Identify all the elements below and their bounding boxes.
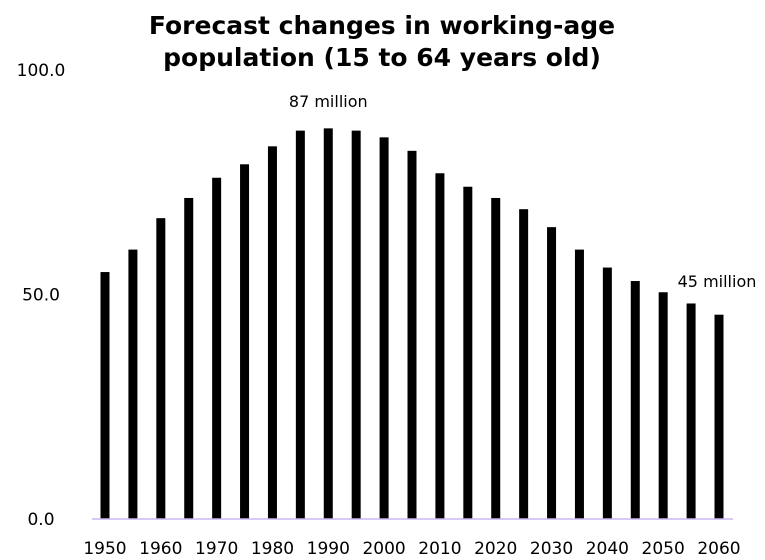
chart-title: Forecast changes in working-age populati… <box>149 11 615 72</box>
bar-2015 <box>463 186 473 520</box>
bar-2055 <box>686 303 696 519</box>
bar-1950 <box>100 272 110 519</box>
bar-series <box>100 128 724 520</box>
bar-2005 <box>407 150 417 519</box>
x-axis-tick-labels: 1950 1960 1970 1980 1990 2000 2010 2020 2030 2040… <box>83 539 740 559</box>
x-tick-label: 2010 <box>418 539 461 559</box>
x-tick-label: 1970 <box>195 539 238 559</box>
x-tick-label: 1950 <box>83 539 126 559</box>
bar-2030 <box>547 227 557 519</box>
y-tick-label: 100.0 <box>17 61 66 81</box>
bar-2035 <box>574 249 584 519</box>
chart-title-line-2: population (15 to 64 years old) <box>163 43 601 72</box>
bar-2050 <box>658 292 668 519</box>
x-tick-label: 1960 <box>139 539 182 559</box>
data-label-2060: 45 million <box>678 272 757 291</box>
data-label-1990: 87 million <box>289 92 368 111</box>
bar-1990 <box>323 128 333 519</box>
x-tick-label: 2040 <box>586 539 629 559</box>
bar-1995 <box>351 130 361 519</box>
bar-2045 <box>630 281 640 519</box>
bar-1965 <box>184 197 194 519</box>
x-tick-label: 2020 <box>474 539 517 559</box>
bar-2010 <box>435 173 445 519</box>
bar-2000 <box>379 137 389 519</box>
chart-title-line-1: Forecast changes in working-age <box>149 11 615 40</box>
bar-1955 <box>128 249 138 519</box>
x-tick-label: 2030 <box>530 539 573 559</box>
x-tick-label: 2050 <box>642 539 685 559</box>
bar-1975 <box>240 164 250 520</box>
bar-2020 <box>491 197 501 519</box>
bar-1970 <box>212 177 222 519</box>
x-tick-label: 1980 <box>251 539 294 559</box>
bar-2060 <box>714 314 724 519</box>
bar-1985 <box>295 130 305 519</box>
bar-2025 <box>519 209 529 519</box>
bar-1980 <box>267 146 277 519</box>
x-tick-label: 2000 <box>362 539 405 559</box>
y-axis-tick-labels: 0.0 50.0 100.0 <box>17 61 66 530</box>
y-tick-label: 50.0 <box>22 286 60 306</box>
data-annotations: 87 million 45 million <box>289 92 756 291</box>
x-tick-label: 1990 <box>307 539 350 559</box>
bar-1960 <box>156 218 166 520</box>
x-tick-label: 2060 <box>697 539 740 559</box>
bar-2040 <box>602 267 612 519</box>
y-tick-label: 0.0 <box>27 510 54 530</box>
